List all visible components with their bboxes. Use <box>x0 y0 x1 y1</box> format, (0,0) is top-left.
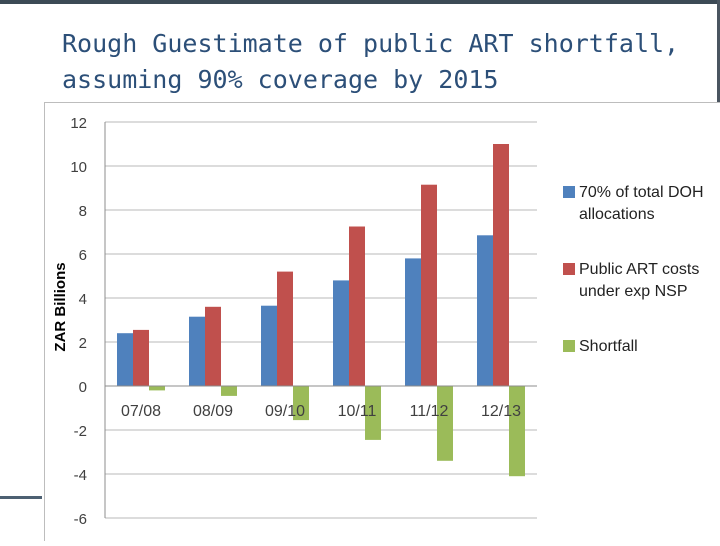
slide-title-line-1: Rough Guestimate of public ART shortfall… <box>62 29 680 58</box>
bar-public-art-costs-under-exp-nsp <box>277 271 293 386</box>
y-tick-label: 6 <box>79 247 87 264</box>
legend-swatch <box>563 340 575 352</box>
x-tick-label: 11/12 <box>410 403 449 420</box>
bar-70-of-total-doh-allocations <box>117 333 133 386</box>
y-tick-label: -4 <box>74 467 87 484</box>
x-tick-label: 07/08 <box>121 403 161 420</box>
legend-label: 70% of total DOH allocations <box>579 184 704 223</box>
bar-70-of-total-doh-allocations <box>333 280 349 386</box>
bar-shortfall <box>149 386 165 391</box>
x-tick-label: 10/11 <box>338 403 377 420</box>
legend: 70% of total DOH allocations Public ART co… <box>563 184 704 355</box>
bar-shortfall <box>365 386 381 440</box>
gridlines <box>105 121 537 519</box>
bar-70-of-total-doh-allocations <box>405 258 421 386</box>
bar-shortfall <box>509 386 525 477</box>
legend-swatch <box>563 186 575 198</box>
axes <box>104 122 537 518</box>
legend-label: Shortfall <box>579 338 638 355</box>
y-tick-label: 8 <box>79 203 87 220</box>
bar-shortfall <box>437 386 453 461</box>
top-rule <box>0 0 720 4</box>
bar-70-of-total-doh-allocations <box>261 305 277 386</box>
y-tick-label: 12 <box>70 115 87 132</box>
bar-public-art-costs-under-exp-nsp <box>205 306 221 386</box>
y-tick-label: 2 <box>79 335 87 352</box>
y-axis-ticks: 12 10 8 6 4 2 0 -2 -4 -6 <box>70 115 87 528</box>
legend-label: Public ART costs under exp NSP <box>579 261 699 300</box>
y-tick-label: 10 <box>70 159 87 176</box>
bar-chart: 12 10 8 6 4 2 0 -2 -4 -6 07/08 08/09 09/10 10/11 11/1… <box>52 115 704 528</box>
bar-public-art-costs-under-exp-nsp <box>349 226 365 386</box>
y-tick-label: 0 <box>79 379 87 396</box>
side-accent-mark <box>0 496 42 499</box>
slide-title: Rough Guestimate of public ART shortfall… <box>62 26 702 98</box>
bars <box>117 144 525 477</box>
bar-public-art-costs-under-exp-nsp <box>133 329 149 386</box>
x-tick-label: 09/10 <box>265 403 305 420</box>
bar-70-of-total-doh-allocations <box>477 235 493 386</box>
bar-shortfall <box>221 386 237 396</box>
x-axis-ticks: 07/08 08/09 09/10 10/11 11/12 12/13 <box>121 403 521 420</box>
y-tick-label: -6 <box>74 511 87 528</box>
x-tick-label: 12/13 <box>481 403 521 420</box>
bar-70-of-total-doh-allocations <box>189 316 205 386</box>
y-tick-label: -2 <box>74 423 87 440</box>
bar-public-art-costs-under-exp-nsp <box>493 144 509 386</box>
bar-shortfall <box>293 386 309 421</box>
legend-swatch <box>563 263 575 275</box>
x-tick-label: 08/09 <box>193 403 233 420</box>
bar-public-art-costs-under-exp-nsp <box>421 184 437 386</box>
slide-title-line-2: assuming 90% coverage by 2015 <box>62 65 499 94</box>
y-axis-label: ZAR Billions <box>52 262 69 351</box>
y-tick-label: 4 <box>79 291 87 308</box>
chart-frame: 12 10 8 6 4 2 0 -2 -4 -6 07/08 08/09 09/10 10/11 11/1… <box>44 102 720 541</box>
